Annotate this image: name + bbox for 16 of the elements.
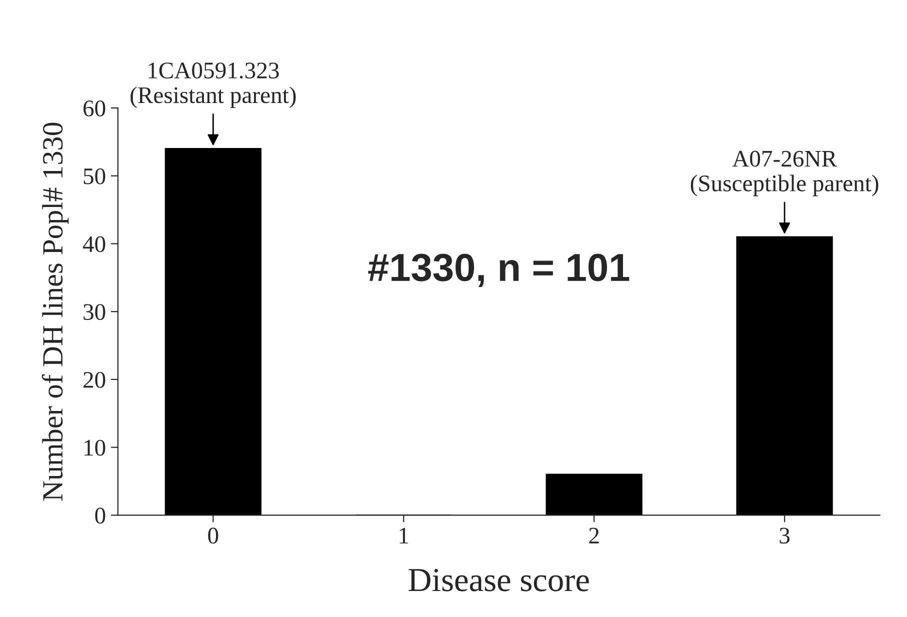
y-tick-label: 0	[95, 508, 106, 524]
x-tick-label: 2	[589, 528, 599, 544]
x-tick-label: 3	[780, 528, 790, 544]
y-tick-label: 40	[82, 236, 106, 252]
y-tick-label: 60	[84, 100, 106, 116]
x-axis-title: Disease score	[408, 568, 589, 592]
y-tick-label: 50	[84, 168, 106, 184]
annotation: 1CA0591.323 (Resistant parent)	[130, 62, 296, 108]
x-tick-label: 1	[400, 528, 408, 544]
x-tick-label: 0	[208, 528, 218, 544]
annotation: A07-26NR (Susceptible parent)	[690, 150, 878, 196]
y-tick-label: 20	[84, 372, 106, 388]
y-axis-title: Number of DH lines Popl# 1330	[42, 122, 69, 501]
annotation: #1330, n = 101	[368, 254, 630, 287]
y-tick-label: 10	[84, 440, 106, 456]
y-tick-label: 30	[84, 304, 106, 320]
